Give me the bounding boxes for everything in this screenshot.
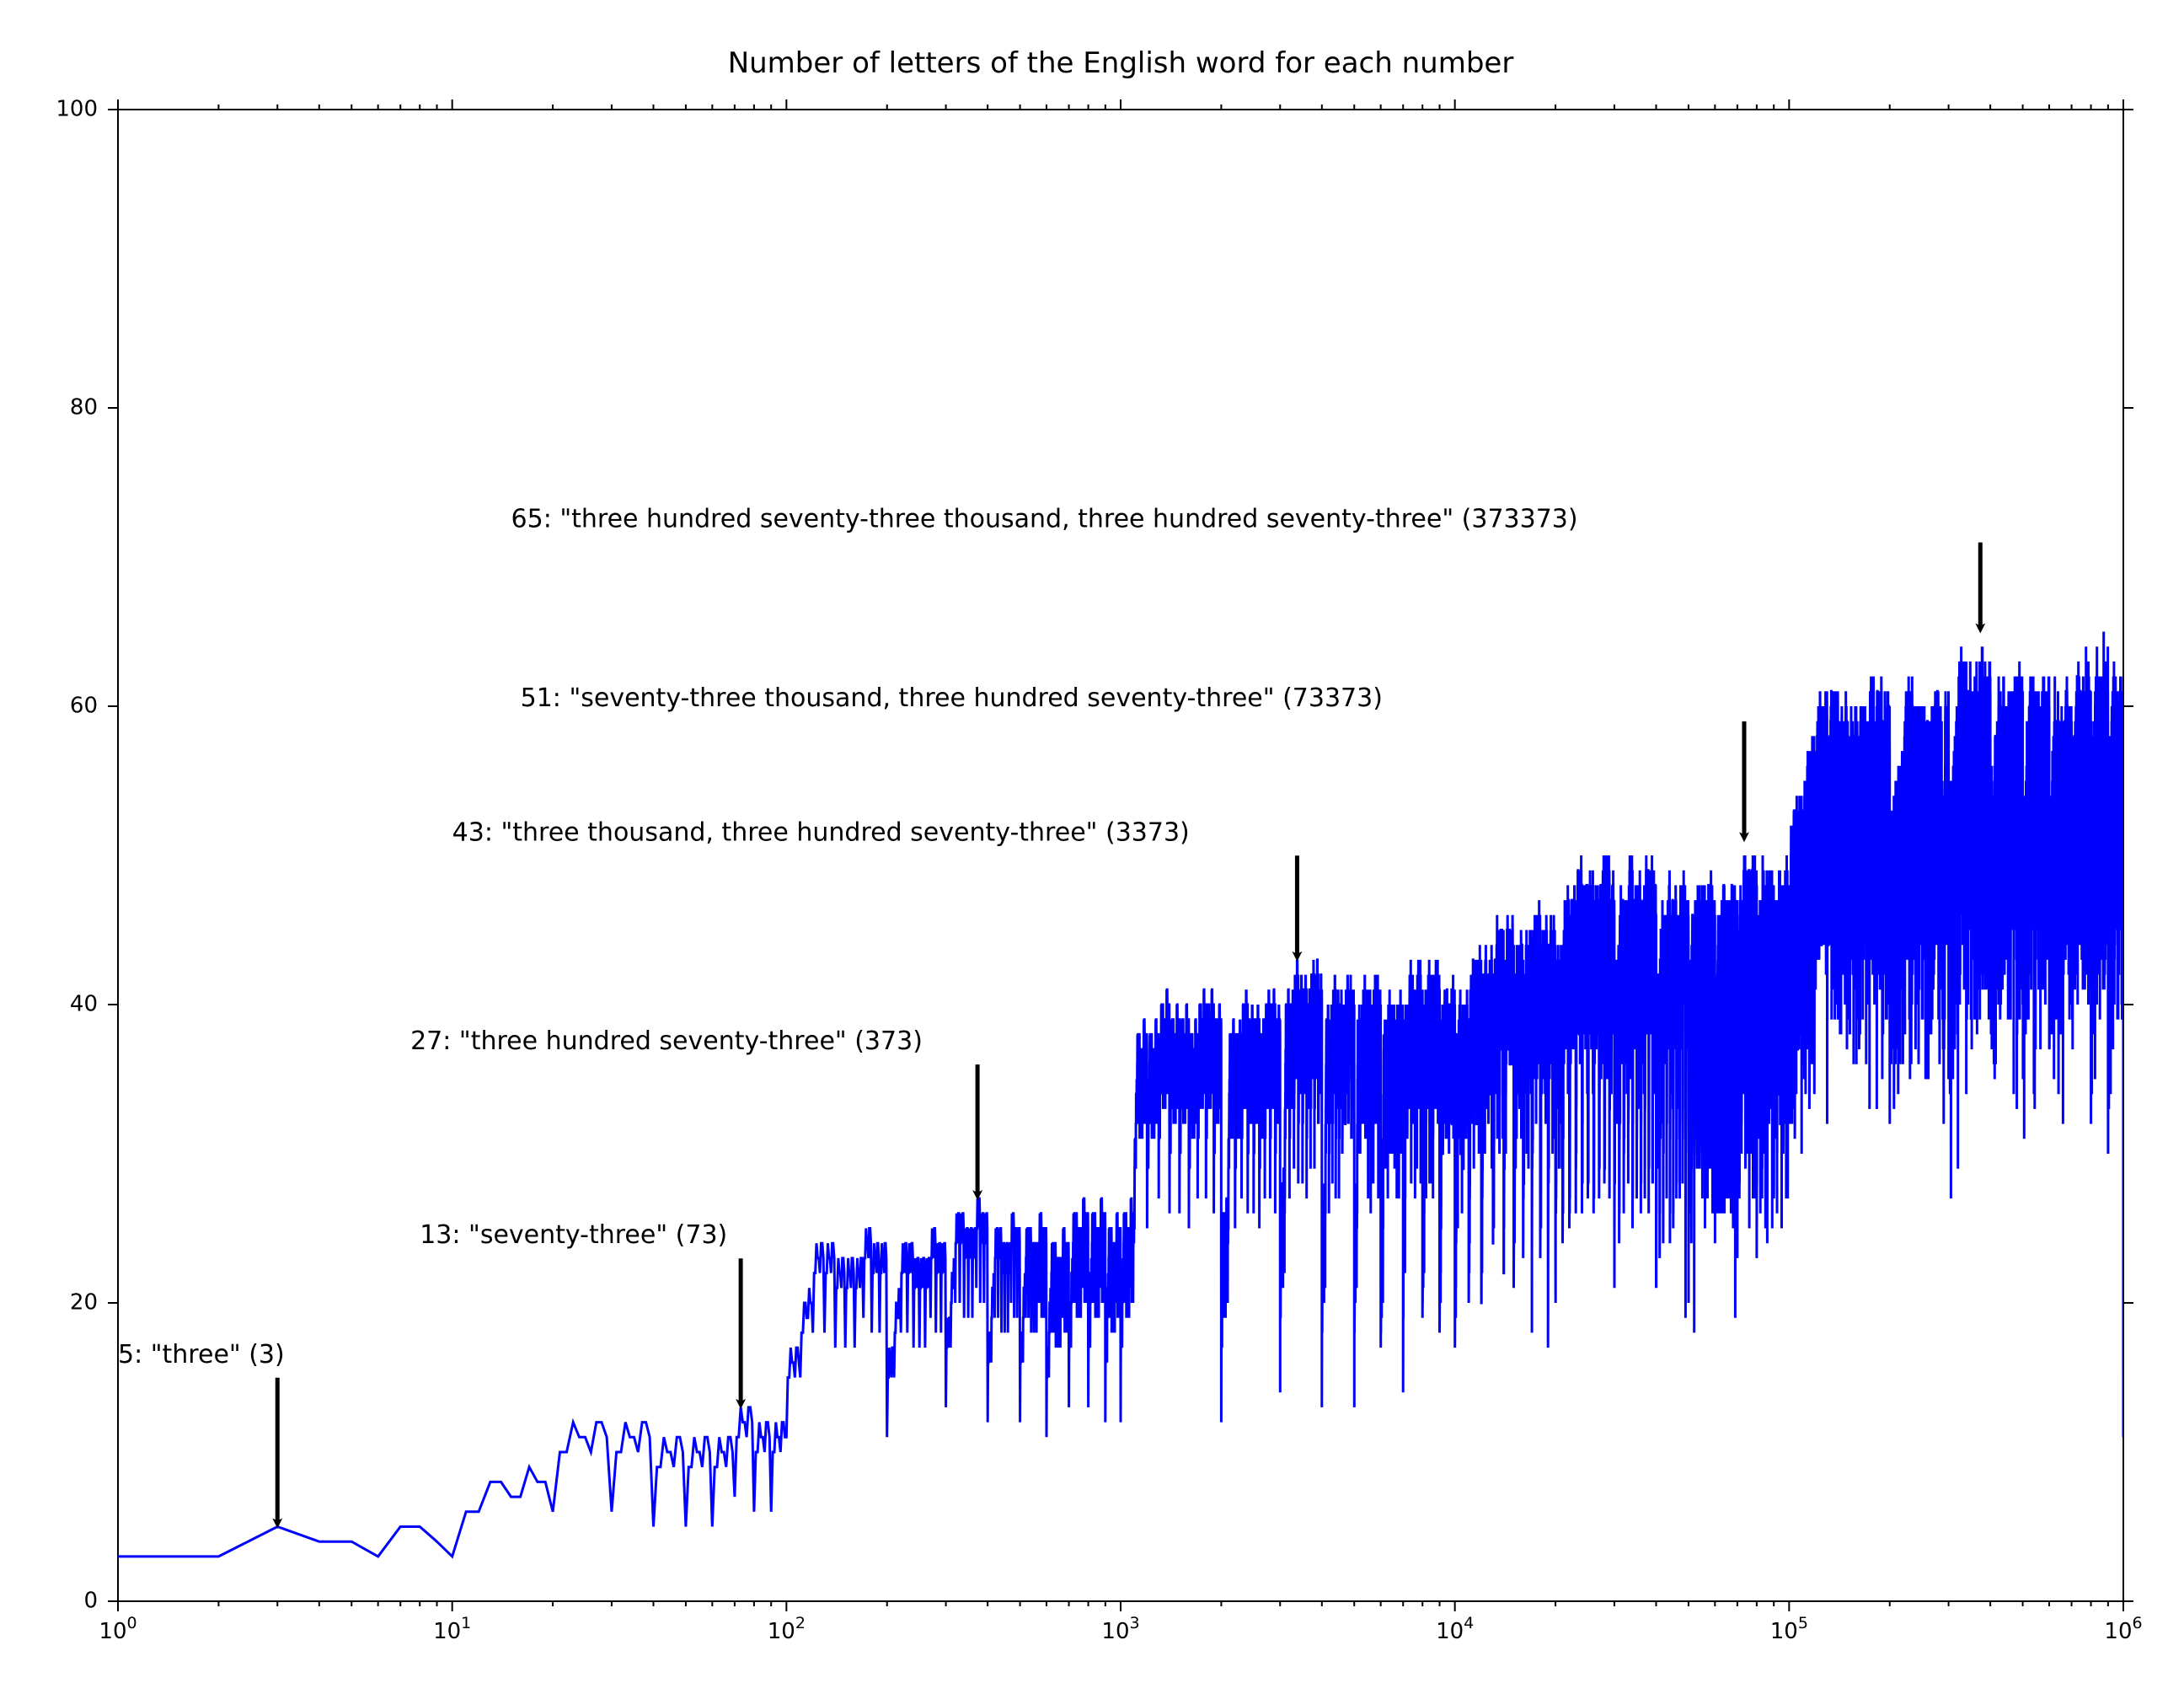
chart-title: Number of letters of the English word fo…	[728, 46, 1514, 80]
ytick-label: 40	[70, 992, 98, 1017]
ytick-label: 60	[70, 694, 98, 719]
annotation-text: 27: "three hundred seventy-three" (373)	[410, 1026, 923, 1056]
ytick-label: 0	[83, 1589, 98, 1614]
data-line	[118, 632, 2123, 1557]
ytick-label: 80	[70, 395, 98, 421]
xtick-label: 104	[1436, 1614, 1474, 1644]
chart-container: 0 20 40 60 80 100 100 101 102 103 104 105 106 Number …	[0, 0, 2184, 1699]
xtick-label: 106	[2104, 1614, 2142, 1644]
xtick-label: 105	[1770, 1614, 1808, 1644]
xtick-label: 100	[99, 1614, 136, 1644]
annotation-text: 51: "seventy-three thousand, three hundr…	[521, 683, 1383, 713]
annotation-text: 13: "seventy-three" (73)	[420, 1220, 727, 1250]
chart-svg: 0 20 40 60 80 100 100 101 102 103 104 105 106 Number …	[0, 0, 2184, 1699]
annotation-text: 43: "three thousand, three hundred seven…	[452, 817, 1190, 847]
xtick-label: 102	[768, 1614, 806, 1644]
ytick-label: 100	[56, 97, 98, 122]
xtick-label: 103	[1101, 1614, 1139, 1644]
annotation-text: 65: "three hundred seventy-three thousan…	[511, 505, 1578, 534]
annotation-text: 5: "three" (3)	[118, 1340, 285, 1369]
xtick-label: 101	[433, 1614, 471, 1644]
ytick-label: 20	[70, 1290, 98, 1316]
